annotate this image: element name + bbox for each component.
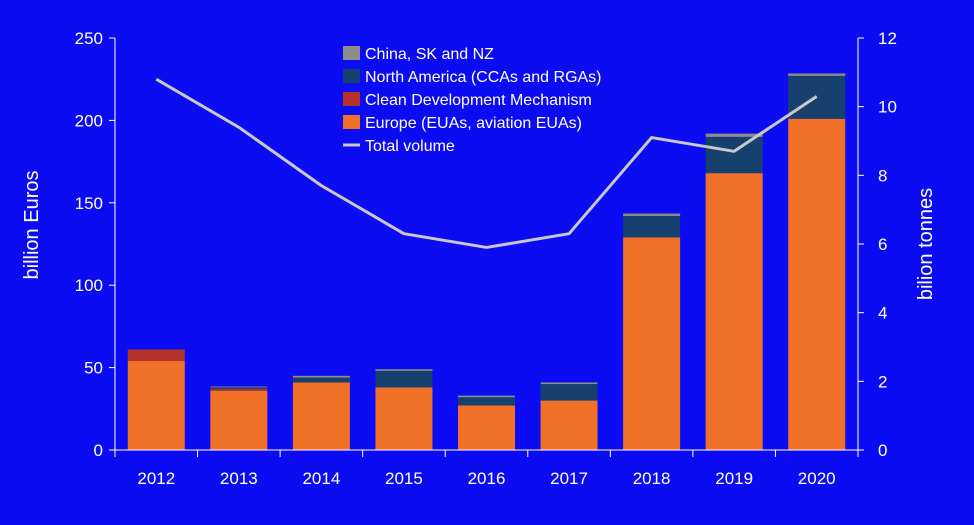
bar-europe-2019 <box>705 173 763 451</box>
x-tick-label: 2017 <box>550 469 588 488</box>
bar-north-2017 <box>540 384 598 401</box>
line-layer <box>155 77 818 249</box>
y-tick-label: 0 <box>94 441 103 460</box>
bars <box>127 73 846 451</box>
x-tick-label: 2020 <box>798 469 836 488</box>
bar-china-2014 <box>292 375 350 378</box>
y2-tick-label: 2 <box>878 372 887 391</box>
bar-europe-2016 <box>458 405 515 450</box>
y2-tick-label: 8 <box>878 166 887 185</box>
bar-europe-2015 <box>375 387 433 450</box>
legend-swatch <box>343 115 360 129</box>
legend: China, SK and NZ North America (CCAs and … <box>343 46 602 155</box>
y2-tick-label: 4 <box>878 304 887 323</box>
y-tick-label: 150 <box>75 194 103 213</box>
total-volume-line <box>155 77 818 249</box>
x-tick-label: 2012 <box>137 469 175 488</box>
bar-north-2019 <box>705 136 763 174</box>
legend-label: Europe (EUAs, aviation EUAs) <box>365 115 582 132</box>
bar-north-2018 <box>623 215 681 238</box>
legend-swatch <box>343 92 360 106</box>
x-tick-label: 2013 <box>220 469 258 488</box>
bar-china-2016 <box>458 395 515 398</box>
legend-swatch <box>343 69 360 83</box>
bar-europe-2018 <box>623 237 681 450</box>
x-tick-label: 2019 <box>715 469 753 488</box>
y2-tick-label: 12 <box>878 29 897 48</box>
y-axis-left: 0 50 100 150 200 250 <box>75 29 116 460</box>
legend-label: China, SK and NZ <box>365 46 494 63</box>
bar-north-2015 <box>375 370 433 388</box>
y-axis-title: billion Euros <box>21 171 43 280</box>
y2-tick-label: 0 <box>878 441 887 460</box>
bar-europe-2012 <box>127 361 185 450</box>
bar-europe-2020 <box>788 118 846 450</box>
bar-china-2015 <box>375 369 433 371</box>
bar-north-2013 <box>210 387 268 390</box>
legend-label: Clean Development Mechanism <box>365 92 592 109</box>
bar-china-2020 <box>788 73 846 76</box>
legend-swatch <box>343 46 360 60</box>
legend-label: North America (CCAs and RGAs) <box>365 69 602 86</box>
x-tick-label: 2014 <box>302 469 340 488</box>
bar-north-2016 <box>458 397 515 406</box>
y2-axis-title: bilion tonnes <box>915 188 937 300</box>
y-tick-label: 250 <box>75 29 103 48</box>
bar-europe-2013 <box>210 390 268 450</box>
x-tick-label: 2016 <box>468 469 506 488</box>
bar-china-2017 <box>540 382 598 385</box>
y-tick-label: 200 <box>75 111 103 130</box>
y-tick-label: 50 <box>84 359 103 378</box>
bar-china-2019 <box>705 133 763 137</box>
y2-tick-label: 6 <box>878 235 887 254</box>
x-tick-label: 2018 <box>633 469 671 488</box>
bar-clean-2013 <box>210 389 268 391</box>
bar-north-2014 <box>292 377 350 383</box>
x-tick-label: 2015 <box>385 469 423 488</box>
legend-label: Total volume <box>365 138 455 155</box>
y-tick-label: 100 <box>75 276 103 295</box>
bar-europe-2014 <box>292 382 350 450</box>
y2-tick-label: 10 <box>878 98 897 117</box>
x-axis: 2012 2013 2014 2015 2016 2017 2018 2019 2020 <box>114 449 859 488</box>
y-axis-right: 0 2 4 6 8 10 12 <box>857 29 897 460</box>
bar-china-2013 <box>210 386 268 388</box>
bar-europe-2017 <box>540 400 598 450</box>
bar-clean-2012 <box>127 349 185 362</box>
bar-china-2018 <box>623 213 681 216</box>
